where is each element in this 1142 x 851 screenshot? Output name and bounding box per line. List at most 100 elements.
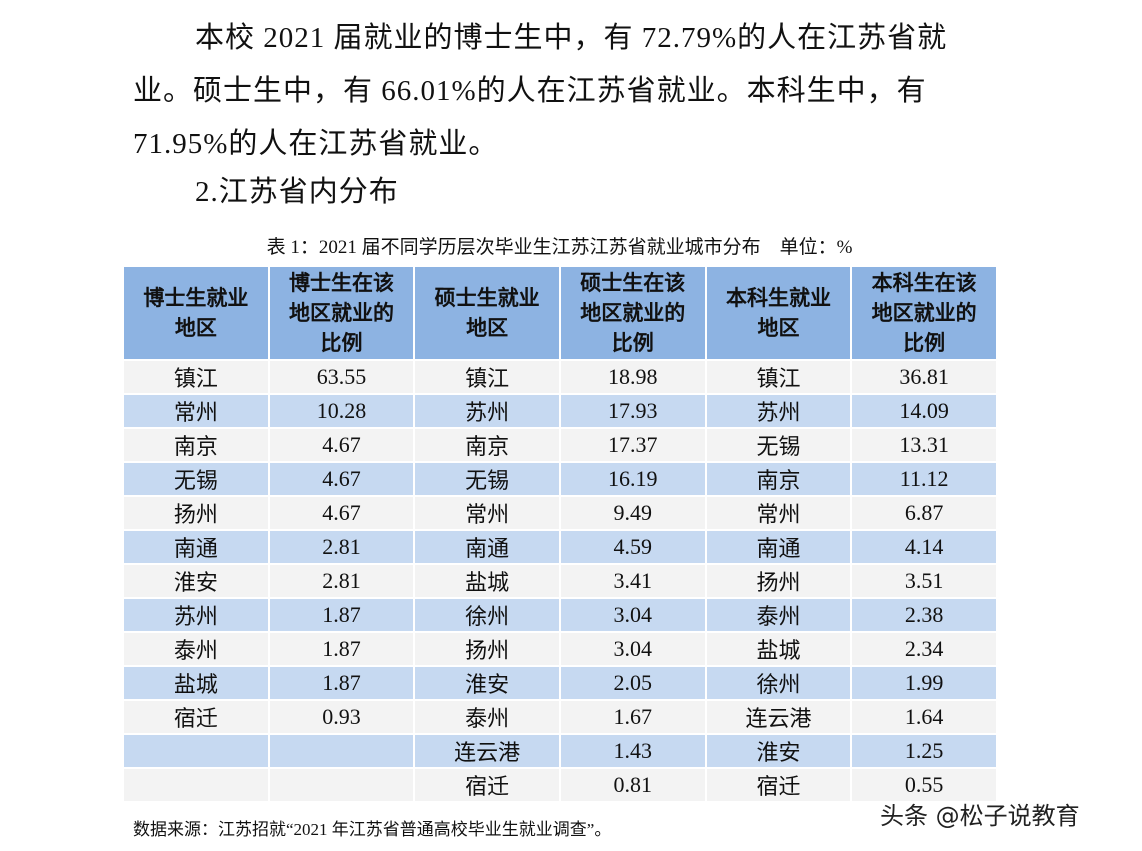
table-cell: 3.51 xyxy=(850,563,998,599)
table-cell: 宿迁 xyxy=(413,767,561,803)
table-cell: 徐州 xyxy=(413,597,561,633)
table-cell: 南通 xyxy=(704,529,853,565)
header-row: 博士生就业地区 博士生在该地区就业的比例 硕士生就业地区 硕士生在该地区就业的比例 本科… xyxy=(122,265,998,361)
table-cell: 10.28 xyxy=(267,393,416,429)
table-cell: 2.81 xyxy=(267,563,416,599)
table-cell: 南京 xyxy=(413,427,561,463)
table-cell: 0.93 xyxy=(267,699,416,735)
table-cell: 扬州 xyxy=(122,495,270,531)
table-cell: 3.04 xyxy=(558,631,707,667)
table-cell: 镇江 xyxy=(704,359,853,395)
header-cell: 硕士生在该地区就业的比例 xyxy=(558,265,707,361)
table-row: 淮安 2.81 盐城 3.41 扬州 3.51 xyxy=(122,563,998,599)
table-cell: 无锡 xyxy=(122,461,270,497)
table-cell: 0.55 xyxy=(850,767,998,803)
table-cell: 苏州 xyxy=(704,393,853,429)
table-cell: 18.98 xyxy=(558,359,707,395)
table-cell: 苏州 xyxy=(122,597,270,633)
heading: 2.江苏省内分布 xyxy=(195,176,399,208)
table-cell: 1.67 xyxy=(558,699,707,735)
table-cell: 南通 xyxy=(122,529,270,565)
table-row: 南通 2.81 南通 4.59 南通 4.14 xyxy=(122,529,998,565)
table-cell: 36.81 xyxy=(850,359,998,395)
table-cell: 苏州 xyxy=(413,393,561,429)
table-cell: 4.67 xyxy=(267,495,416,531)
table-row: 宿迁 0.93 泰州 1.67 连云港 1.64 xyxy=(122,699,998,735)
table-cell: 宿迁 xyxy=(704,767,853,803)
table-row: 连云港 1.43 淮安 1.25 xyxy=(122,733,998,769)
table-cell: 南京 xyxy=(122,427,270,463)
table-cell: 1.99 xyxy=(850,665,998,701)
table-cell: 2.81 xyxy=(267,529,416,565)
table-cell: 1.64 xyxy=(850,699,998,735)
table-cell: 泰州 xyxy=(413,699,561,735)
table-cell: 16.19 xyxy=(558,461,707,497)
table-cell: 镇江 xyxy=(122,359,270,395)
table-cell: 3.41 xyxy=(558,563,707,599)
table-cell: 淮安 xyxy=(413,665,561,701)
table-cell: 无锡 xyxy=(704,427,853,463)
table-cell: 9.49 xyxy=(558,495,707,531)
table-cell: 盐城 xyxy=(122,665,270,701)
table-cell: 4.14 xyxy=(850,529,998,565)
table-cell: 2.05 xyxy=(558,665,707,701)
table-cell xyxy=(267,767,416,803)
table-cell: 63.55 xyxy=(267,359,416,395)
table-cell: 泰州 xyxy=(704,597,853,633)
table-cell: 1.87 xyxy=(267,631,416,667)
table-cell: 1.43 xyxy=(558,733,707,769)
table-cell xyxy=(122,767,270,803)
table-row: 常州 10.28 苏州 17.93 苏州 14.09 xyxy=(122,393,998,429)
table-cell: 扬州 xyxy=(704,563,853,599)
table-row: 宿迁 0.81 宿迁 0.55 xyxy=(122,767,998,803)
header-cell: 博士生在该地区就业的比例 xyxy=(267,265,416,361)
header-cell: 博士生就业地区 xyxy=(122,265,270,361)
table-cell: 无锡 xyxy=(413,461,561,497)
table-cell: 17.37 xyxy=(558,427,707,463)
paragraph: 本校 2021 届就业的博士生中，有 72.79%的人在江苏省就业。硕士生中，有… xyxy=(133,22,948,160)
table-cell xyxy=(267,733,416,769)
header-cell: 本科生就业地区 xyxy=(704,265,853,361)
table-cell: 南通 xyxy=(413,529,561,565)
table-cell: 徐州 xyxy=(704,665,853,701)
header-cell: 本科生在该地区就业的比例 xyxy=(850,265,998,361)
table-cell: 2.38 xyxy=(850,597,998,633)
table-row: 泰州 1.87 扬州 3.04 盐城 2.34 xyxy=(122,631,998,667)
table-cell: 6.87 xyxy=(850,495,998,531)
table-cell: 11.12 xyxy=(850,461,998,497)
table-cell: 4.67 xyxy=(267,427,416,463)
header-cell: 硕士生就业地区 xyxy=(413,265,561,361)
watermark: 头条 @松子说教育 xyxy=(880,802,1080,830)
table-row: 盐城 1.87 淮安 2.05 徐州 1.99 xyxy=(122,665,998,701)
table-cell: 4.67 xyxy=(267,461,416,497)
table-cell: 扬州 xyxy=(413,631,561,667)
table-cell: 14.09 xyxy=(850,393,998,429)
table-cell: 镇江 xyxy=(413,359,561,395)
table: 博士生就业地区 博士生在该地区就业的比例 硕士生就业地区 硕士生在该地区就业的比例 本科… xyxy=(122,265,998,803)
table-cell: 1.25 xyxy=(850,733,998,769)
table-body: 镇江 63.55 镇江 18.98 镇江 36.81 常州 10.28 苏州 17.93 苏州 14.… xyxy=(122,359,998,803)
table-caption: 表 1：2021 届不同学历层次毕业生江苏江苏省就业城市分布 单位：% xyxy=(266,237,853,258)
table-cell: 常州 xyxy=(413,495,561,531)
table-cell: 0.81 xyxy=(558,767,707,803)
table-row: 苏州 1.87 徐州 3.04 泰州 2.38 xyxy=(122,597,998,633)
table-cell: 常州 xyxy=(704,495,853,531)
table-cell: 2.34 xyxy=(850,631,998,667)
table-cell xyxy=(122,733,270,769)
source-note: 数据来源：江苏招就“2021 年江苏省普通高校毕业生就业调查”。 xyxy=(133,820,612,839)
table-cell: 宿迁 xyxy=(122,699,270,735)
table-row: 南京 4.67 南京 17.37 无锡 13.31 xyxy=(122,427,998,463)
table-cell: 盐城 xyxy=(704,631,853,667)
table-cell: 13.31 xyxy=(850,427,998,463)
table-row: 镇江 63.55 镇江 18.98 镇江 36.81 xyxy=(122,359,998,395)
table-cell: 1.87 xyxy=(267,597,416,633)
table-cell: 泰州 xyxy=(122,631,270,667)
table-cell: 连云港 xyxy=(704,699,853,735)
table-cell: 连云港 xyxy=(413,733,561,769)
table-row: 扬州 4.67 常州 9.49 常州 6.87 xyxy=(122,495,998,531)
table-cell: 淮安 xyxy=(122,563,270,599)
table-cell: 盐城 xyxy=(413,563,561,599)
table-cell: 3.04 xyxy=(558,597,707,633)
table-cell: 南京 xyxy=(704,461,853,497)
